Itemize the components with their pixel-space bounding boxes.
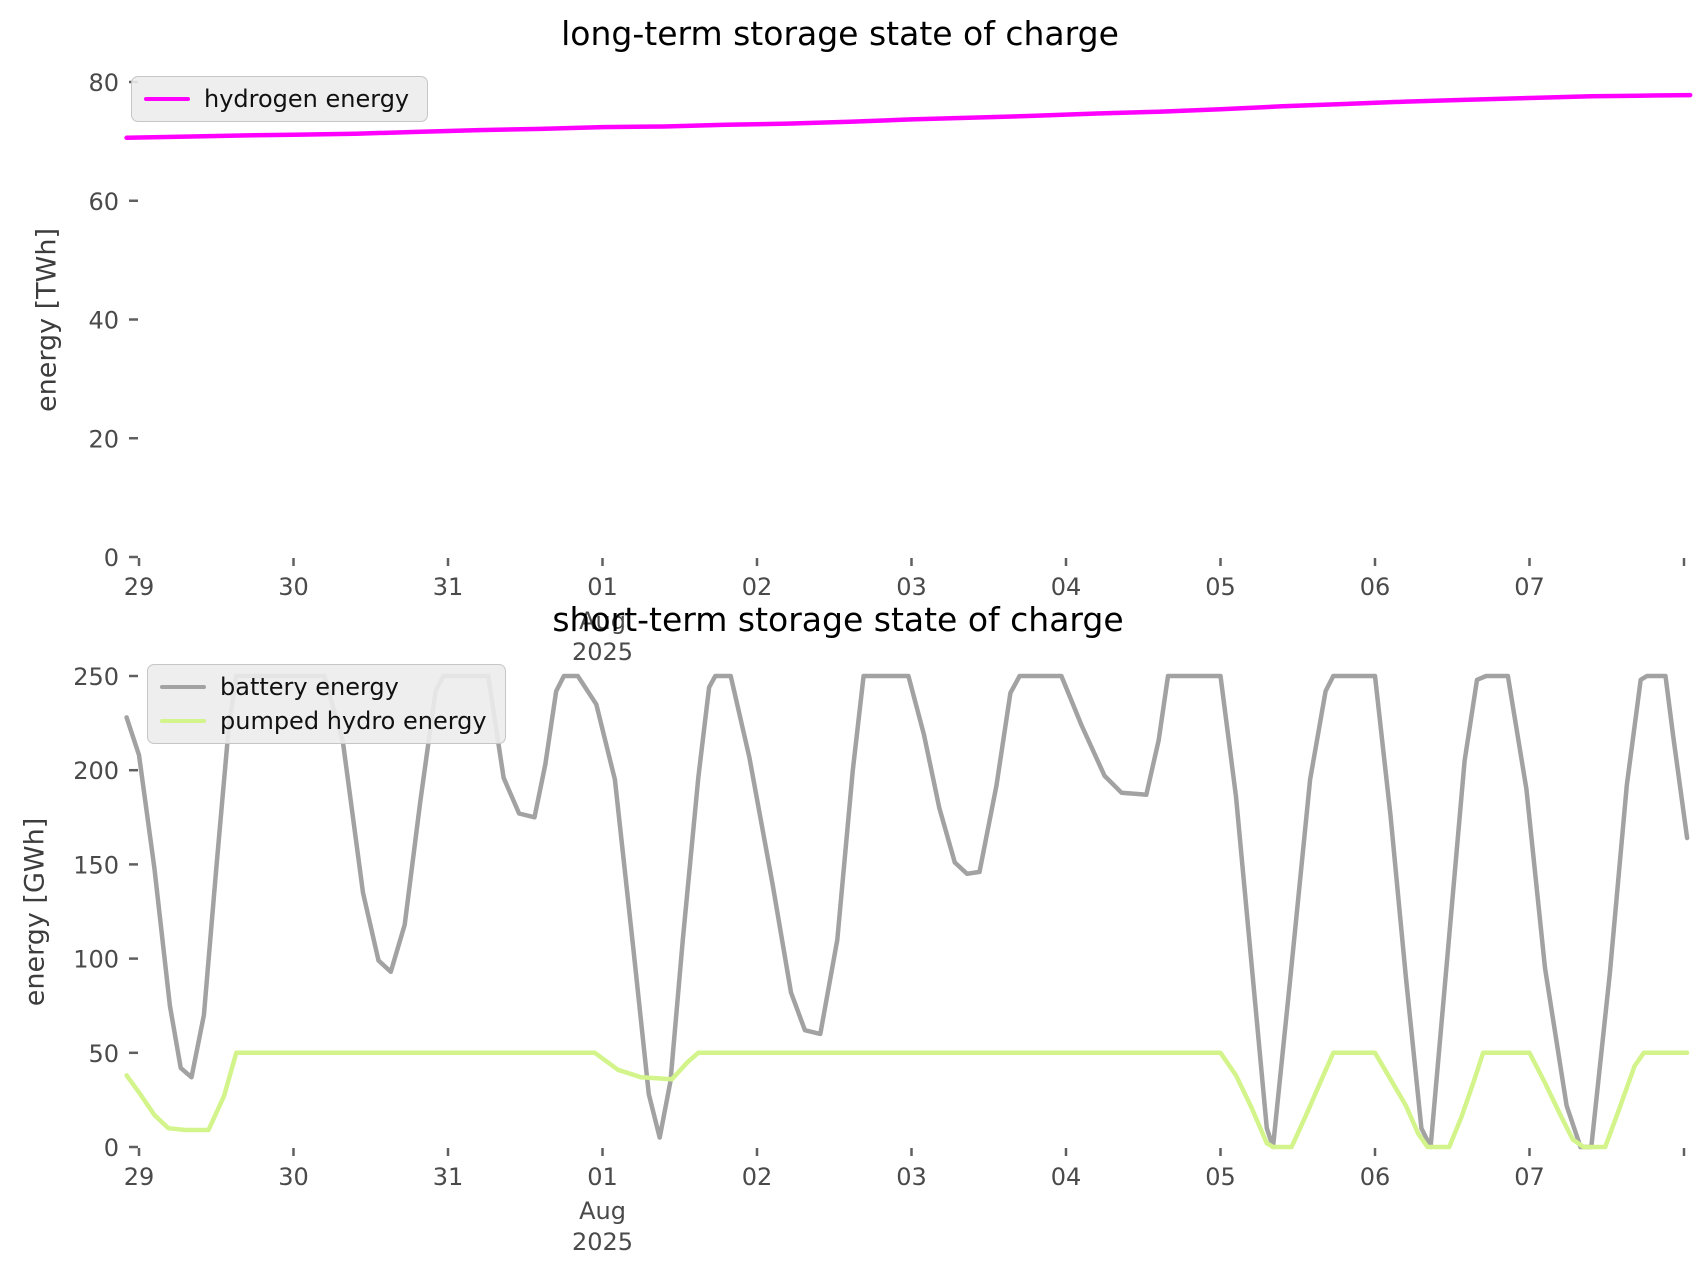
x-tick-label: 07 [1514,1163,1545,1191]
x-tick-label: 05 [1205,573,1236,601]
legend-item-pumped-hydro: pumped hydro energy [160,707,487,735]
x-tick-label: 04 [1051,573,1082,601]
legend-item-battery: battery energy [160,673,487,701]
y-tick-label: 0 [104,544,119,572]
y-tick-label: 250 [73,663,119,691]
x-tick-label: 06 [1360,1163,1391,1191]
y-tick-label: 60 [88,188,119,216]
x-tick-label: 29 [124,1163,155,1191]
x-tick-label: 02 [742,1163,773,1191]
y-tick-label: 40 [88,307,119,335]
x-tick-label: 31 [433,573,464,601]
x-tick-label: 30 [278,573,309,601]
x-tick-label: 05 [1205,1163,1236,1191]
short-term-chart-lines [124,673,1690,1150]
x-tick-label: 03 [896,573,927,601]
legend-item-hydrogen: hydrogen energy [144,85,409,113]
x-axis-month-year-label: 2025 [572,1228,633,1256]
long-term-chart-axes: 0 20 40 60 80 29 30 31 01 02 03 04 05 06 07 Aug 2025 [88,69,1686,666]
y-tick-label: 80 [88,69,119,97]
x-tick-label: 01 [587,573,618,601]
x-tick-label: 30 [278,1163,309,1191]
x-tick-label: 07 [1514,573,1545,601]
short-term-chart-axes: 0 50 100 150 200 250 29 30 31 01 02 03 04 05 06 07 Aug 20… [73,663,1686,1256]
x-tick-label: 01 [587,1163,618,1191]
battery-energy-line [124,673,1690,1150]
y-tick-label: 50 [88,1040,119,1068]
hydrogen-energy-line [124,92,1693,141]
x-axis-month-year-label: Aug [579,1197,626,1225]
y-tick-label: 20 [88,425,119,453]
long-term-y-axis-label: energy [TWh] [31,227,63,413]
y-tick-label: 150 [73,851,119,879]
long-term-chart-lines [124,92,1693,141]
hydrogen-line-swatch [144,97,190,101]
x-tick-label: 31 [433,1163,464,1191]
long-term-legend: hydrogen energy [131,76,429,122]
x-tick-label: 29 [124,573,155,601]
x-tick-label: 02 [742,573,773,601]
x-axis-month-year-label: 2025 [572,638,633,666]
short-term-chart-title: short-term storage state of charge [552,600,1124,639]
pumped-hydro-energy-line [124,1050,1690,1150]
pumped-hydro-line-swatch [160,719,206,723]
x-tick-label: 06 [1360,573,1391,601]
short-term-legend: battery energy pumped hydro energy [147,664,506,744]
legend-label-hydrogen: hydrogen energy [204,85,410,113]
short-term-y-axis-label: energy [GWh] [19,817,51,1007]
battery-line-swatch [160,685,206,689]
x-axis-month-year-label: Aug [579,607,626,635]
long-term-chart-title: long-term storage state of charge [561,14,1119,53]
y-tick-label: 100 [73,946,119,974]
legend-label-pumped-hydro: pumped hydro energy [220,707,487,735]
legend-label-battery: battery energy [220,673,399,701]
y-tick-label: 0 [104,1134,119,1162]
y-tick-label: 200 [73,757,119,785]
x-tick-label: 04 [1051,1163,1082,1191]
x-tick-label: 03 [896,1163,927,1191]
